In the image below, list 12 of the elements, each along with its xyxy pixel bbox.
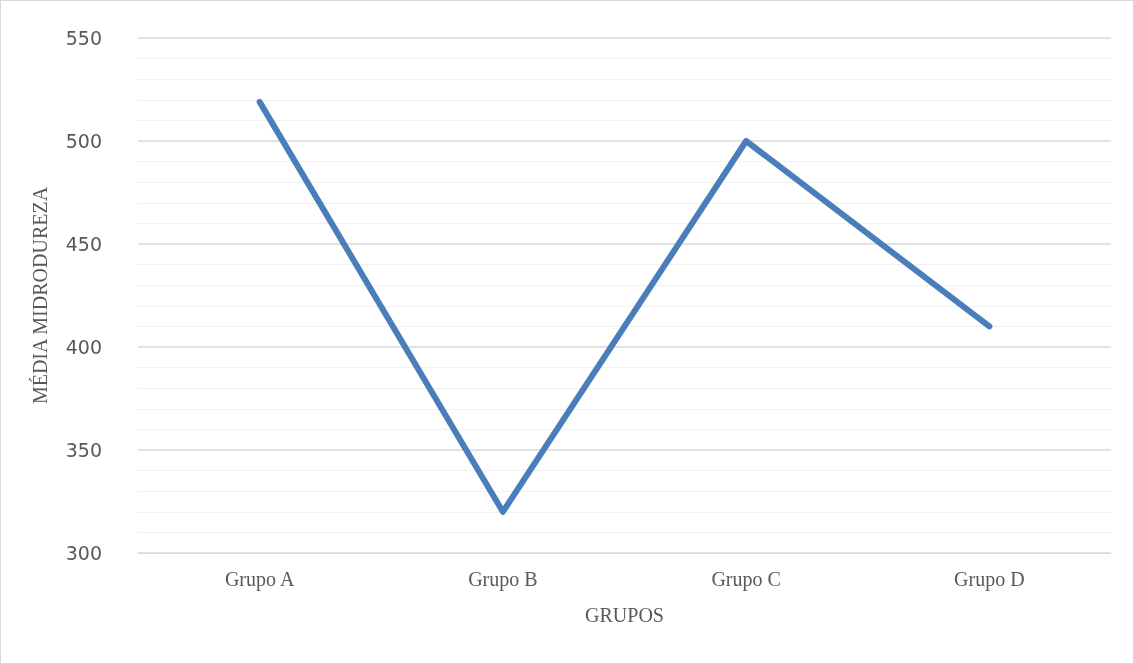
y-tick-label: 500 <box>65 130 102 152</box>
y-tick-label: 550 <box>65 27 102 49</box>
x-tick-label: Grupo B <box>468 568 538 591</box>
y-tick-label: 400 <box>65 336 102 358</box>
y-tick-label: 350 <box>65 439 102 461</box>
y-tick-label: 300 <box>65 542 102 564</box>
y-tick-label: 450 <box>65 233 102 255</box>
x-axis-title: GRUPOS <box>585 604 664 626</box>
x-tick-label: Grupo D <box>954 568 1025 591</box>
y-axis-title: MÉDIA MIDRODUREZA <box>29 186 51 405</box>
x-tick-label: Grupo A <box>224 568 295 591</box>
x-tick-label: Grupo C <box>711 568 781 591</box>
